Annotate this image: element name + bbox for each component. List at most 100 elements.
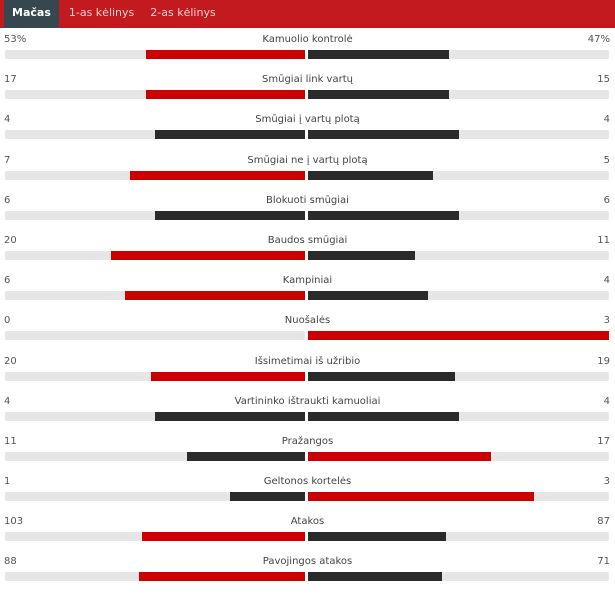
home-track xyxy=(5,451,305,461)
away-value: 17 xyxy=(597,435,610,447)
away-bar xyxy=(308,250,415,260)
away-bar xyxy=(308,532,446,542)
home-value: 4 xyxy=(4,395,11,407)
home-bar xyxy=(146,50,305,59)
stat-row: 0 Nuošalės 3 xyxy=(0,314,615,354)
stat-row: 11 Pražangos 17 xyxy=(0,435,615,475)
stats-list: 53% Kamuolio kontrolė 47% 17 Smūgiai link va… xyxy=(0,33,615,596)
away-track xyxy=(308,532,609,542)
stat-row: 7 Smūgiai ne į vartų plotą 5 xyxy=(0,154,615,194)
away-track xyxy=(308,451,609,461)
home-track xyxy=(5,250,305,260)
home-value: 20 xyxy=(4,234,17,246)
away-value: 11 xyxy=(597,234,610,246)
home-bar xyxy=(155,210,305,220)
stat-row: 20 Baudos smūgiai 11 xyxy=(0,234,615,274)
away-track xyxy=(308,371,609,381)
stat-label: Smūgiai į vartų plotą xyxy=(255,114,360,126)
home-bar xyxy=(125,291,305,301)
tab-2[interactable]: 2-as kėlinys xyxy=(150,6,216,19)
home-track xyxy=(5,90,305,100)
away-bar xyxy=(308,492,534,502)
home-track xyxy=(5,532,305,542)
home-value: 20 xyxy=(4,355,17,367)
away-track xyxy=(308,130,609,140)
away-value: 71 xyxy=(597,556,610,568)
home-bar xyxy=(142,532,305,542)
home-bar xyxy=(155,411,305,421)
home-track xyxy=(5,411,305,421)
away-value: 87 xyxy=(597,516,610,528)
period-tabs: Mačas 1-as kėlinys 2-as kėlinys xyxy=(0,0,615,28)
away-bar xyxy=(308,331,609,341)
away-bar xyxy=(308,451,491,461)
away-track xyxy=(308,291,609,301)
away-value: 6 xyxy=(603,194,610,206)
home-track xyxy=(5,50,305,59)
home-track xyxy=(5,130,305,140)
stat-row: 20 Išsimetimai iš užribio 19 xyxy=(0,355,615,395)
home-value: 7 xyxy=(4,154,11,166)
away-track xyxy=(308,331,609,341)
away-track xyxy=(308,210,609,220)
stat-label: Vartininko ištraukti kamuoliai xyxy=(234,395,381,407)
away-value: 5 xyxy=(603,154,610,166)
home-value: 88 xyxy=(4,556,17,568)
away-track xyxy=(308,250,609,260)
home-value: 103 xyxy=(4,516,24,528)
stat-label: Baudos smūgiai xyxy=(267,234,348,246)
stat-label: Blokuoti smūgiai xyxy=(266,194,349,206)
away-bar xyxy=(308,170,434,180)
away-bar xyxy=(308,411,459,421)
home-value: 11 xyxy=(4,435,17,447)
stat-label: Pavojingos atakos xyxy=(262,556,353,568)
home-track xyxy=(5,210,305,220)
stat-label: Atakos xyxy=(290,516,325,528)
home-bar xyxy=(151,371,305,381)
away-bar xyxy=(308,90,450,100)
stat-label: Smūgiai ne į vartų plotą xyxy=(247,154,368,166)
stat-label: Nuošalės xyxy=(284,315,331,327)
home-value: 0 xyxy=(4,315,11,327)
away-track xyxy=(308,572,609,582)
home-track xyxy=(5,492,305,502)
home-track xyxy=(5,572,305,582)
away-value: 47% xyxy=(587,34,610,45)
home-bar xyxy=(230,492,305,502)
stat-row: 6 Blokuoti smūgiai 6 xyxy=(0,194,615,234)
home-value: 1 xyxy=(4,476,11,488)
stat-row: 4 Vartininko ištraukti kamuoliai 4 xyxy=(0,395,615,435)
home-bar xyxy=(155,130,305,140)
stat-label: Kamuolio kontrolė xyxy=(262,34,353,45)
stat-label: Kampiniai xyxy=(282,275,333,287)
away-value: 3 xyxy=(603,315,610,327)
away-track xyxy=(308,90,609,100)
away-track xyxy=(308,492,609,502)
away-value: 15 xyxy=(597,74,610,86)
away-track xyxy=(308,170,609,180)
home-value: 6 xyxy=(4,194,11,206)
home-bar xyxy=(187,451,305,461)
home-bar xyxy=(130,170,305,180)
away-value: 4 xyxy=(603,395,610,407)
home-track xyxy=(5,371,305,381)
home-value: 53% xyxy=(4,34,27,45)
away-bar xyxy=(308,572,443,582)
away-track xyxy=(308,50,609,59)
away-bar xyxy=(308,291,429,301)
stat-label: Geltonos kortelės xyxy=(263,476,352,488)
away-value: 4 xyxy=(603,114,610,126)
away-bar xyxy=(308,130,459,140)
home-bar xyxy=(111,250,305,260)
home-bar xyxy=(138,572,305,582)
tab-1[interactable]: 1-as kėlinys xyxy=(68,6,135,19)
stat-label: Pražangos xyxy=(281,435,334,447)
away-value: 4 xyxy=(603,275,610,287)
away-bar xyxy=(308,210,459,220)
home-bar xyxy=(145,90,305,100)
stat-row: 1 Geltonos kortelės 3 xyxy=(0,475,615,515)
tab-0[interactable]: Mačas xyxy=(4,0,59,28)
stat-row: 53% Kamuolio kontrolė 47% xyxy=(0,33,615,73)
away-bar xyxy=(308,371,455,381)
stat-row: 88 Pavojingos atakos 71 xyxy=(0,555,615,595)
